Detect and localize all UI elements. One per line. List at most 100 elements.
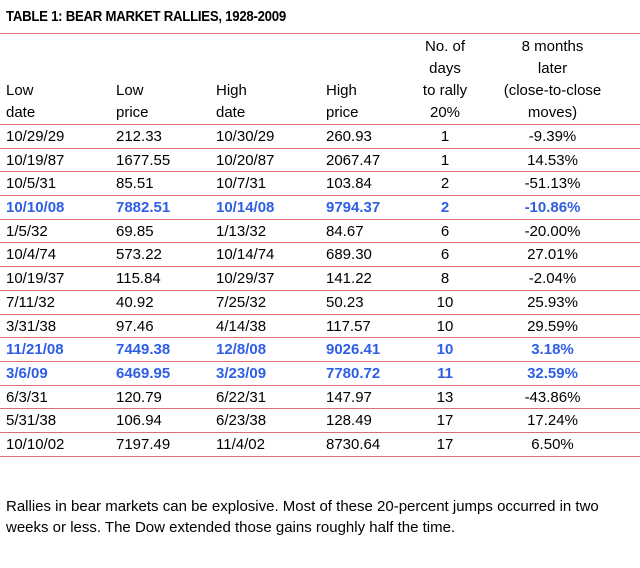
- header-rule: [0, 124, 640, 125]
- cell-days: 8: [440, 270, 450, 288]
- cell-high-price: 2067.47: [326, 151, 381, 169]
- cell-later: -20.00%: [524, 222, 581, 240]
- header-low-date: Low date: [6, 82, 36, 121]
- cell-low-price: 7449.38: [116, 341, 171, 359]
- table-row: 10/10/08 7882.51 10/14/08 9794.37 2 -10.86%: [0, 196, 640, 220]
- cell-low-price: 573.22: [116, 246, 162, 264]
- cell-low-price: 115.84: [116, 270, 161, 288]
- cell-later: 14.53%: [527, 151, 578, 169]
- cell-later: 17.24%: [527, 412, 578, 430]
- table-caption: Rallies in bear markets can be explosive…: [6, 498, 599, 536]
- cell-high-date: 4/14/38: [216, 317, 267, 335]
- cell-high-date: 10/29/37: [216, 270, 275, 288]
- cell-later: -10.86%: [524, 199, 581, 217]
- title-rule: [0, 33, 640, 34]
- cell-high-date: 6/22/31: [216, 388, 267, 406]
- table-row: 3/6/09 6469.95 3/23/09 7780.72 11 32.59%: [0, 362, 640, 386]
- table-body: 10/29/29 212.33 10/30/29 260.93 1 -9.39% 10/19…: [0, 125, 640, 457]
- cell-low-date: 3/31/38: [6, 317, 57, 335]
- cell-low-date: 10/19/37: [6, 270, 65, 288]
- cell-days: 11: [437, 364, 453, 382]
- table-row: 3/31/38 97.46 4/14/38 117.57 10 29.59%: [0, 315, 640, 339]
- table-row: 10/4/74 573.22 10/14/74 689.30 6 27.01%: [0, 243, 640, 268]
- cell-low-date: 7/11/32: [6, 293, 55, 311]
- cell-low-price: 85.51: [116, 175, 154, 193]
- cell-high-date: 10/30/29: [216, 128, 275, 145]
- cell-low-date: 3/6/09: [6, 364, 48, 382]
- cell-low-date: 10/10/02: [6, 435, 65, 453]
- cell-high-date: 11/4/02: [216, 435, 265, 453]
- cell-low-price: 7197.49: [116, 435, 171, 453]
- cell-high-price: 147.97: [326, 388, 372, 406]
- header-days-to-rally: No. of days to rally 20%: [422, 38, 468, 121]
- header-high-price: High price: [326, 82, 359, 121]
- cell-days: 1: [440, 151, 450, 169]
- cell-low-date: 5/31/38: [6, 412, 57, 430]
- cell-high-price: 84.67: [326, 222, 364, 240]
- cell-days: 17: [436, 412, 454, 430]
- table-row: 10/19/87 1677.55 10/20/87 2067.47 1 14.53%: [0, 149, 640, 173]
- table-row: 7/11/32 40.92 7/25/32 50.23 10 25.93%: [0, 291, 640, 315]
- cell-low-date: 11/21/08: [6, 341, 64, 359]
- cell-high-price: 7780.72: [326, 364, 381, 382]
- cell-low-date: 6/3/31: [6, 388, 48, 406]
- cell-later: 3.18%: [531, 341, 574, 359]
- cell-low-price: 7882.51: [116, 199, 171, 217]
- cell-days: 1: [440, 128, 450, 145]
- header-low-price: Low price: [116, 82, 149, 121]
- table-row: 5/31/38 106.94 6/23/38 128.49 17 17.24%: [0, 409, 640, 433]
- header-high-date: High date: [216, 82, 247, 121]
- table-row: 10/5/31 85.51 10/7/31 103.84 2 -51.13%: [0, 172, 640, 197]
- cell-later: 32.59%: [527, 364, 578, 382]
- table-row: 10/19/37 115.84 10/29/37 141.22 8 -2.04%: [0, 267, 640, 291]
- header-8-months-later: 8 months later (close-to-close moves): [503, 38, 602, 121]
- cell-low-date: 10/5/31: [6, 175, 57, 193]
- cell-days: 6: [440, 222, 450, 240]
- cell-days: 10: [436, 317, 454, 335]
- cell-high-price: 117.57: [326, 317, 371, 335]
- cell-high-price: 9026.41: [326, 341, 381, 359]
- cell-low-date: 1/5/32: [6, 222, 48, 240]
- cell-later: -51.13%: [524, 175, 581, 193]
- cell-low-price: 106.94: [116, 412, 162, 430]
- cell-high-date: 10/7/31: [216, 175, 267, 193]
- cell-low-date: 10/19/87: [6, 151, 65, 169]
- cell-low-price: 69.85: [116, 222, 154, 240]
- cell-low-date: 10/4/74: [6, 246, 57, 264]
- table-row: 11/21/08 7449.38 12/8/08 9026.41 10 3.18%: [0, 338, 640, 362]
- table-row: 6/3/31 120.79 6/22/31 147.97 13 -43.86%: [0, 386, 640, 410]
- cell-low-date: 10/10/08: [6, 199, 65, 217]
- cell-high-price: 8730.64: [326, 435, 381, 453]
- cell-low-price: 1677.55: [116, 151, 171, 169]
- table-title: TABLE 1: BEAR MARKET RALLIES, 1928-2009: [6, 8, 286, 25]
- table-row: 10/10/02 7197.49 11/4/02 8730.64 17 6.50%: [0, 433, 640, 457]
- cell-low-date: 10/29/29: [6, 128, 65, 145]
- cell-high-date: 10/14/08: [216, 199, 275, 217]
- cell-later: -9.39%: [528, 128, 577, 145]
- cell-later: -43.86%: [524, 388, 581, 406]
- cell-high-date: 7/25/32: [216, 293, 267, 311]
- table-row: 1/5/32 69.85 1/13/32 84.67 6 -20.00%: [0, 220, 640, 244]
- cell-later: 27.01%: [527, 246, 578, 264]
- cell-high-date: 10/14/74: [216, 246, 275, 264]
- cell-days: 6: [440, 246, 450, 264]
- cell-later: 25.93%: [527, 293, 578, 311]
- cell-high-price: 128.49: [326, 412, 372, 430]
- cell-high-date: 12/8/08: [216, 341, 267, 359]
- cell-low-price: 40.92: [116, 293, 154, 311]
- cell-low-price: 120.79: [116, 388, 162, 406]
- cell-later: 6.50%: [531, 435, 574, 453]
- cell-days: 13: [436, 388, 454, 406]
- cell-later: 29.59%: [527, 317, 578, 335]
- cell-low-price: 97.46: [116, 317, 154, 335]
- cell-high-price: 50.23: [326, 293, 364, 311]
- cell-high-price: 103.84: [326, 175, 372, 193]
- cell-days: 10: [436, 293, 454, 311]
- cell-days: 17: [436, 435, 454, 453]
- cell-high-date: 3/23/09: [216, 364, 267, 382]
- cell-high-price: 689.30: [326, 246, 372, 264]
- table-row: 10/29/29 212.33 10/30/29 260.93 1 -9.39%: [0, 125, 640, 149]
- cell-high-date: 6/23/38: [216, 412, 267, 430]
- cell-days: 10: [436, 341, 454, 359]
- cell-low-price: 212.33: [116, 128, 162, 145]
